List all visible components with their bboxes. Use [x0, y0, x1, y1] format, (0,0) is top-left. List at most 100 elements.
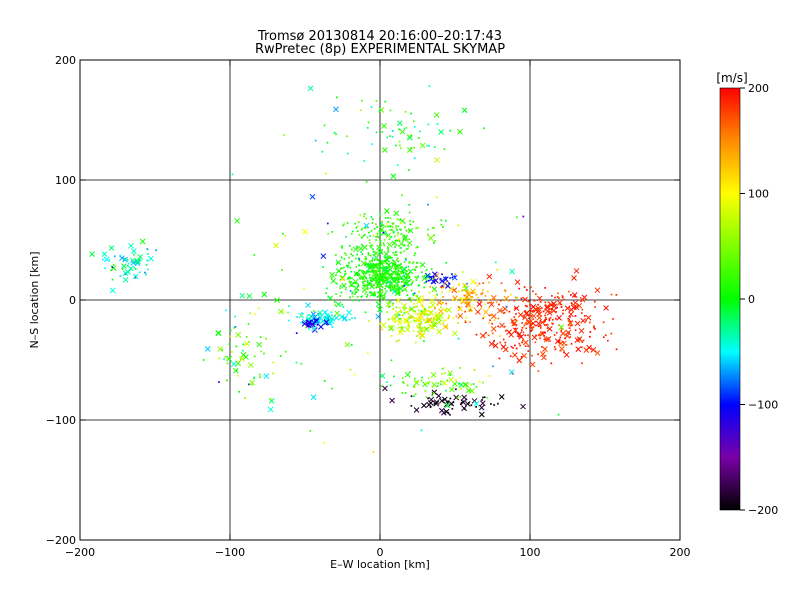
data-point-dot — [399, 309, 402, 312]
data-point-dot — [415, 319, 417, 322]
data-point-dot — [560, 328, 563, 330]
data-point-dot — [379, 212, 381, 214]
data-point-dot — [413, 268, 416, 271]
data-point-dot — [491, 365, 494, 368]
data-point-dot — [346, 135, 348, 138]
data-point-cross — [466, 291, 472, 298]
data-point-cross — [381, 147, 388, 153]
data-point-dot — [469, 297, 472, 299]
data-point-dot — [530, 330, 533, 332]
data-point-dot — [403, 312, 406, 314]
data-point-dot — [370, 230, 373, 232]
data-point-dot — [367, 270, 370, 273]
data-point-dot — [247, 383, 250, 386]
data-point-dot — [369, 254, 372, 257]
data-point-dot — [410, 405, 413, 407]
data-point-dot — [389, 281, 392, 283]
data-point-dot — [554, 296, 556, 299]
data-point-dot — [480, 293, 483, 296]
data-point-cross — [522, 314, 528, 321]
data-point-dot — [460, 401, 463, 404]
data-point-dot — [375, 100, 378, 102]
data-point-dot — [126, 264, 129, 267]
data-point-dot — [351, 291, 354, 294]
data-point-dot — [423, 310, 426, 313]
data-point-dot — [383, 297, 386, 299]
data-point-dot — [542, 310, 545, 313]
data-point-dot — [504, 341, 507, 344]
data-point-dot — [371, 279, 374, 282]
data-point-dot — [362, 284, 365, 287]
data-point-cross — [381, 123, 387, 129]
data-point-dot — [427, 321, 430, 324]
data-point-dot — [573, 295, 576, 298]
axis-ticks: −200 −100 0 100 200 −200 −100 0 100 200 — [46, 54, 691, 559]
data-point-dot — [378, 268, 381, 271]
data-point-dot — [417, 380, 419, 383]
data-point-dot — [367, 284, 370, 286]
data-point-dot — [425, 321, 428, 323]
data-point-dot — [558, 297, 560, 299]
data-point-dot — [567, 317, 570, 320]
data-point-dot — [557, 413, 560, 416]
data-point-dot — [385, 232, 387, 234]
data-point-dot — [356, 295, 359, 298]
data-point-dot — [371, 222, 374, 224]
data-point-dot — [263, 352, 265, 355]
data-point-dot — [441, 273, 443, 276]
data-point-dot — [358, 269, 361, 271]
data-point-dot — [304, 326, 307, 329]
data-point-dot — [475, 406, 478, 408]
data-point-cross — [382, 276, 389, 282]
data-point-dot — [378, 230, 381, 232]
data-point-cross — [307, 85, 314, 92]
data-point-dot — [427, 382, 430, 385]
data-point-dot — [465, 316, 468, 319]
data-point-dot — [408, 277, 411, 280]
data-point-dot — [539, 337, 541, 340]
data-point-cross — [451, 274, 458, 281]
data-point-dot — [349, 277, 351, 280]
data-point-dot — [382, 224, 385, 226]
data-point-dot — [281, 268, 283, 271]
data-point-dot — [530, 286, 532, 289]
data-point-cross — [508, 331, 514, 338]
data-point-dot — [392, 302, 394, 305]
data-point-dot — [370, 283, 373, 285]
data-point-dot — [514, 318, 517, 321]
data-point-dot — [516, 332, 519, 335]
data-point-cross — [310, 394, 317, 401]
data-point-dot — [415, 227, 418, 230]
data-point-dot — [360, 228, 363, 231]
data-point-dot — [548, 319, 551, 322]
data-point-dot — [514, 327, 517, 330]
data-point-dot — [530, 315, 533, 317]
data-point-dot — [375, 223, 377, 226]
data-point-cross — [578, 327, 585, 334]
data-point-dot — [396, 285, 399, 288]
data-point-dot — [307, 328, 310, 330]
data-point-dot — [392, 259, 394, 262]
data-point-dot — [400, 147, 402, 150]
data-point-cross — [563, 351, 570, 358]
data-point-dot — [439, 306, 442, 309]
data-point-dot — [569, 324, 572, 327]
data-point-dot — [334, 304, 337, 307]
data-point-dot — [397, 277, 400, 279]
y-tick-label: 100 — [55, 174, 76, 187]
data-point-dot — [528, 336, 531, 338]
data-point-cross — [488, 301, 495, 308]
data-point-dot — [366, 236, 369, 239]
data-point-dot — [433, 242, 435, 244]
data-point-dot — [442, 285, 445, 288]
data-point-dot — [472, 383, 475, 385]
data-point-cross — [135, 258, 141, 265]
data-point-dot — [532, 318, 535, 320]
data-point-dot — [410, 395, 413, 398]
data-point-dot — [369, 276, 372, 279]
data-point-dot — [543, 338, 546, 341]
data-point-dot — [423, 286, 425, 289]
data-point-dot — [272, 372, 274, 375]
data-point-dot — [593, 300, 596, 303]
data-point-dot — [505, 348, 507, 351]
